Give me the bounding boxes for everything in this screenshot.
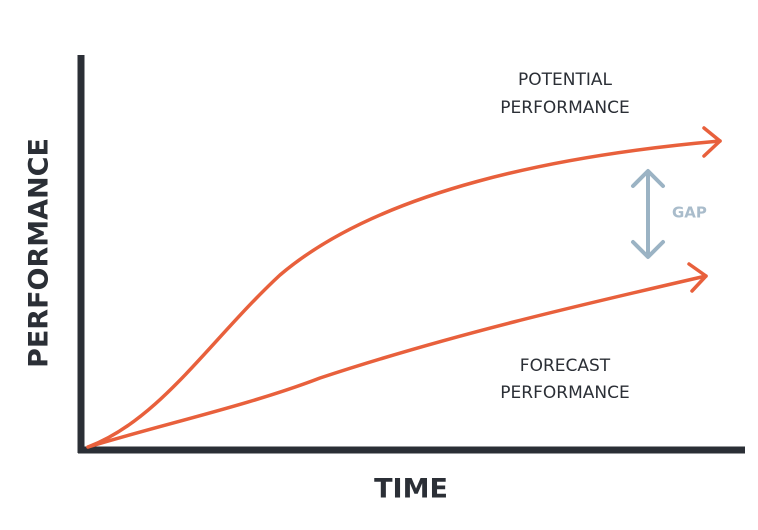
curve-label: FORECAST [520, 356, 611, 376]
potential-curve [86, 139, 722, 449]
arrowhead [687, 262, 708, 293]
x-axis-label: TIME [374, 474, 448, 505]
y-axis-label: PERFORMANCE [24, 138, 55, 368]
curve-label: PERFORMANCE [500, 98, 629, 118]
arrowhead [702, 126, 722, 158]
gap-label: GAP [672, 204, 707, 222]
curve-label: POTENTIAL [518, 70, 613, 90]
curve-label: PERFORMANCE [500, 383, 629, 403]
forecast-curve [86, 274, 708, 449]
gap-arrow [631, 169, 665, 259]
